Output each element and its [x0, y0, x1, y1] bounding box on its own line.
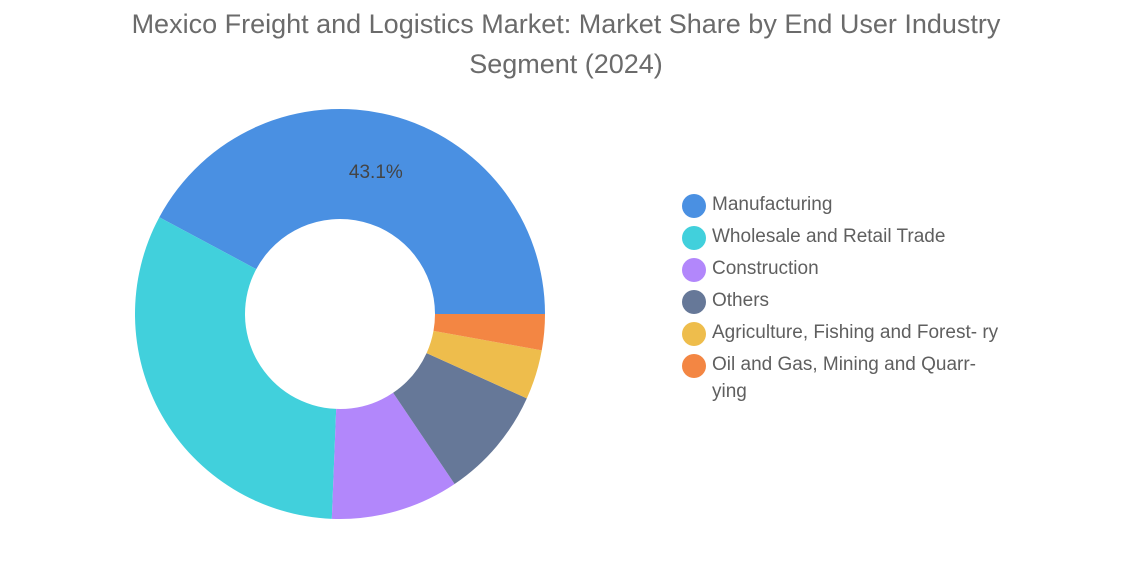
- donut-data-labels: 43.1%: [349, 162, 403, 183]
- legend-label: Manufacturing: [712, 194, 833, 215]
- data-label-manufacturing: 43.1%: [349, 162, 403, 183]
- chart-legend: Manufacturing Wholesale and Retail Trade C…: [682, 191, 1022, 410]
- slice-oil-and-gas-mining-and-quarrying: [433, 314, 545, 351]
- legend-item-oil-and-gas-mining-and-quarrying: Oil and Gas, Mining and Quarr- ying: [682, 351, 1022, 405]
- legend-label: Oil and Gas, Mining and Quarr- ying: [712, 354, 977, 402]
- legend-item-agriculture-fishing-and-forestry: Agriculture, Fishing and Forest- ry: [682, 319, 1022, 346]
- legend-label: Wholesale and Retail Trade: [712, 226, 946, 247]
- legend-item-construction: Construction: [682, 255, 1022, 282]
- legend-swatch: [682, 290, 706, 314]
- legend-label: Agriculture, Fishing and Forest- ry: [712, 322, 999, 343]
- legend-item-wholesale-and-retail-trade: Wholesale and Retail Trade: [682, 223, 1022, 250]
- slice-manufacturing: [159, 109, 545, 314]
- legend-swatch: [682, 354, 706, 378]
- slice-wholesale-and-retail-trade: [135, 217, 337, 519]
- slice-agriculture-fishing-and-forestry: [426, 330, 542, 399]
- legend-label: Construction: [712, 258, 819, 279]
- slice-construction: [331, 392, 455, 520]
- chart-title: Mexico Freight and Logistics Market: Mar…: [0, 4, 1132, 84]
- legend-item-others: Others: [682, 287, 1022, 314]
- donut-slices: [135, 109, 545, 520]
- chart-title-line-2: Segment (2024): [469, 49, 663, 79]
- slice-others: [393, 353, 527, 484]
- legend-swatch: [682, 194, 706, 218]
- legend-item-manufacturing: Manufacturing: [682, 191, 1022, 218]
- chart-title-line-1: Mexico Freight and Logistics Market: Mar…: [131, 9, 1001, 39]
- legend-label: Others: [712, 290, 770, 311]
- legend-swatch: [682, 226, 706, 250]
- legend-swatch: [682, 322, 706, 346]
- legend-swatch: [682, 258, 706, 282]
